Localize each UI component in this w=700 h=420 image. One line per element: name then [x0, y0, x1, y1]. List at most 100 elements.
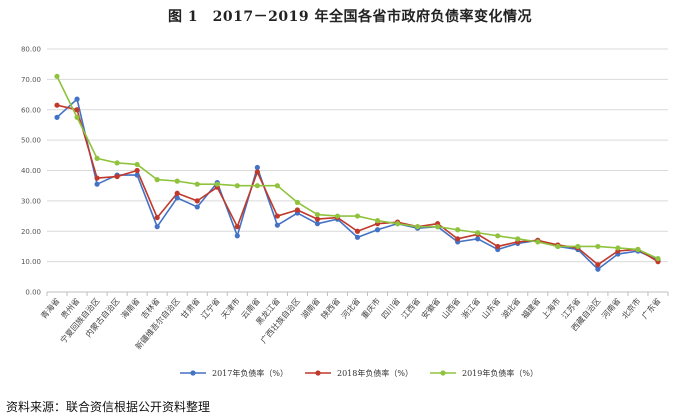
x-category-label: 陕西省 — [319, 296, 342, 321]
data-point — [54, 102, 60, 108]
data-point — [194, 181, 200, 187]
data-point — [154, 214, 160, 221]
x-category-label: 浙江省 — [459, 296, 482, 321]
chart-title: 图 1 2017－2019 年全国各省市政府负债率变化情况 — [168, 9, 532, 25]
data-point — [74, 107, 80, 113]
data-point — [475, 230, 481, 236]
data-point — [294, 207, 301, 213]
data-point — [374, 227, 381, 233]
x-category-label: 重庆市 — [359, 296, 382, 321]
data-point — [294, 199, 301, 205]
data-point — [394, 221, 401, 227]
data-point — [54, 73, 60, 79]
data-point — [575, 243, 581, 250]
x-category-label: 福建省 — [519, 296, 542, 321]
x-category-label: 上海市 — [539, 296, 562, 321]
source-note: 资料来源：联合资信根据公开资料整理 — [6, 400, 211, 414]
y-tick-label: 80.00 — [21, 46, 41, 54]
data-point — [174, 178, 180, 184]
data-point — [655, 255, 661, 262]
data-point — [354, 228, 361, 234]
data-point — [435, 224, 441, 230]
data-point — [635, 246, 641, 253]
data-point — [54, 114, 60, 120]
data-point — [595, 243, 601, 250]
series-line — [56, 98, 659, 271]
legend-label: 2019年负债率（%） — [462, 368, 538, 378]
x-category-label: 辽宁省 — [199, 296, 222, 321]
legend: 2017年负债率（%） 2018年负债率（%） 2019年负债率（%） — [180, 368, 538, 378]
data-point — [114, 160, 120, 166]
data-point — [475, 236, 481, 242]
y-tick-label: 10.00 — [21, 258, 41, 266]
legend-label: 2018年负债率（%） — [337, 368, 413, 378]
data-point — [174, 195, 180, 201]
gridlines — [47, 48, 668, 293]
x-category-label: 海南省 — [119, 296, 142, 321]
data-point — [194, 198, 200, 204]
y-tick-label: 20.00 — [21, 228, 41, 236]
data-point — [194, 204, 200, 210]
y-tick-label: 0.00 — [25, 289, 41, 297]
data-point — [234, 183, 240, 189]
legend-label: 2017年负债率（%） — [212, 368, 288, 378]
series-points — [54, 73, 661, 272]
series-line — [56, 104, 659, 266]
data-point — [595, 266, 601, 272]
data-point — [74, 114, 80, 120]
legend-swatch-marker — [440, 370, 446, 376]
data-point — [234, 224, 240, 230]
data-point — [154, 224, 160, 230]
x-category-label: 北京市 — [619, 296, 642, 321]
data-point — [254, 164, 260, 171]
data-point — [94, 181, 100, 187]
data-point — [174, 190, 180, 196]
x-category-label: 河南省 — [599, 296, 622, 321]
legend-swatch-marker — [190, 370, 196, 376]
data-point — [595, 262, 601, 268]
data-point — [354, 213, 361, 219]
legend-swatch-marker — [315, 370, 321, 376]
x-category-label: 安徽省 — [419, 296, 442, 321]
x-category-label: 湖南省 — [299, 296, 322, 321]
x-category-label: 湖北省 — [499, 296, 522, 321]
x-category-label: 山西省 — [439, 296, 462, 321]
x-category-label: 天津市 — [219, 296, 242, 321]
y-tick-label: 40.00 — [21, 167, 41, 175]
data-point — [314, 216, 321, 222]
data-point — [555, 243, 561, 250]
x-category-label: 青海省 — [38, 296, 61, 321]
data-point — [134, 161, 140, 168]
x-category-label: 山东省 — [479, 296, 502, 321]
series-lines — [56, 75, 659, 271]
data-point — [274, 222, 280, 228]
data-point — [455, 227, 461, 233]
data-point — [314, 221, 321, 227]
x-category-label: 广东省 — [639, 296, 662, 321]
x-axis-category-labels: 青海省贵州省宁夏回族自治区内蒙古自治区海南省吉林省新疆维吾尔自治区甘肃省辽宁省天… — [38, 296, 662, 351]
data-point — [94, 175, 100, 181]
x-category-label: 江西省 — [399, 296, 422, 321]
data-point — [154, 177, 160, 183]
data-point — [515, 236, 521, 242]
x-category-label: 甘肃省 — [179, 296, 202, 321]
data-point — [455, 236, 461, 242]
x-axis — [46, 292, 669, 296]
data-point — [495, 243, 501, 250]
data-point — [94, 155, 100, 161]
data-point — [374, 218, 381, 224]
data-point — [615, 245, 621, 251]
data-point — [414, 224, 421, 230]
data-point — [114, 173, 120, 180]
y-tick-label: 60.00 — [21, 106, 41, 114]
data-point — [74, 96, 80, 102]
data-point — [495, 233, 501, 239]
data-point — [314, 211, 321, 218]
y-axis-tick-labels: 0.00 10.00 20.00 30.00 40.00 50.00 60.00 70.00 8… — [21, 46, 41, 297]
y-tick-label: 30.00 — [21, 197, 41, 205]
data-point — [254, 183, 260, 189]
x-category-label: 河北省 — [339, 296, 362, 321]
data-point — [254, 169, 260, 175]
y-tick-label: 70.00 — [21, 76, 41, 84]
